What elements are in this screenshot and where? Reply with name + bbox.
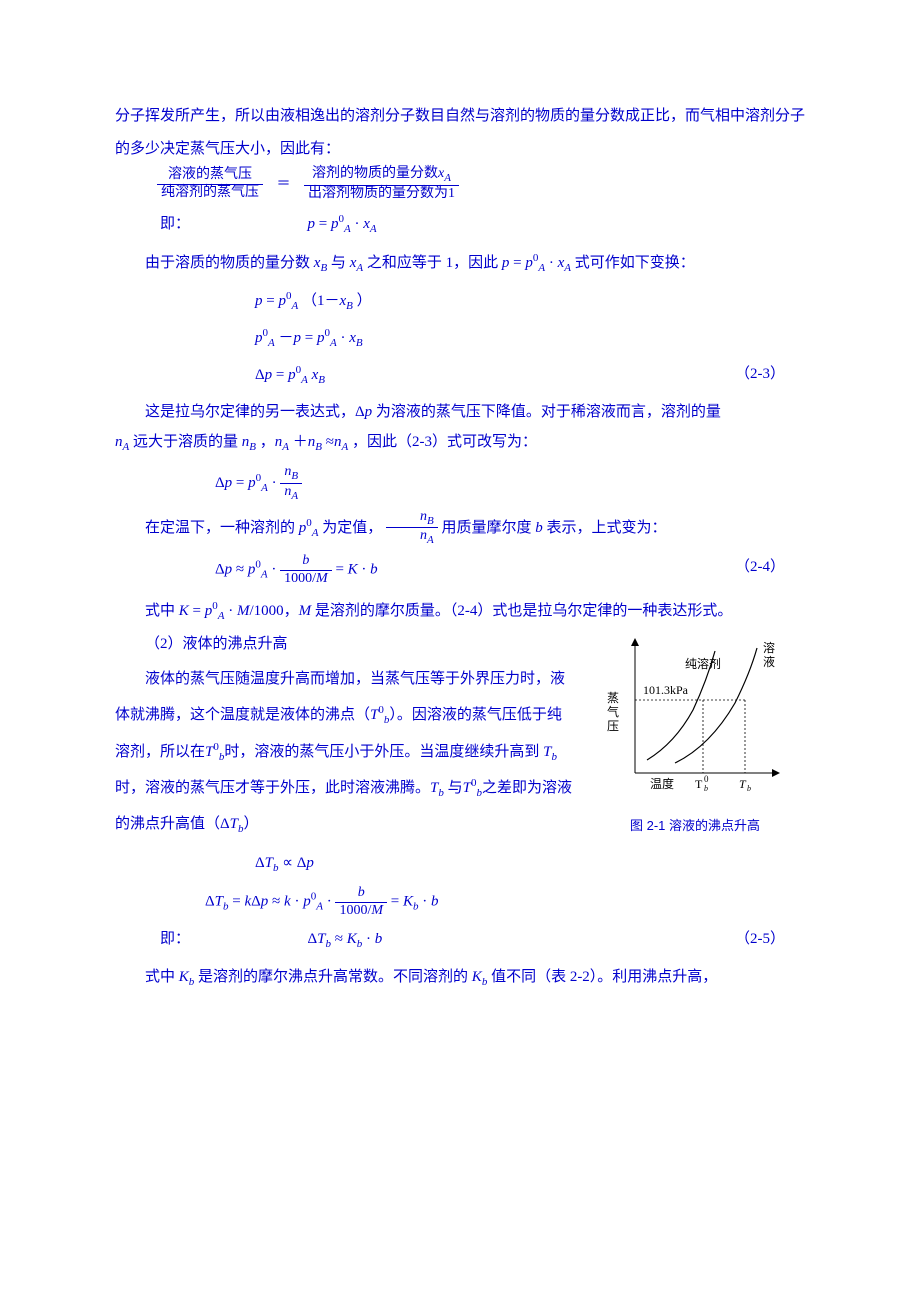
- frac-left-num: 溶液的蒸气压: [157, 167, 263, 185]
- tb0-sup: 0: [704, 774, 709, 784]
- frac-right-num: 溶剂的物质的量分数xA: [304, 166, 459, 186]
- curve2-label-a: 溶: [763, 640, 775, 655]
- curve1-label: 纯溶剂: [685, 656, 721, 671]
- eq-sign: ＝: [277, 177, 291, 192]
- curve2-label-b: 液: [763, 654, 775, 669]
- boiling-point-chart: 101.3kPa 纯溶剂 溶 液 蒸 气 压 温度 T 0 T b b: [595, 628, 795, 808]
- para-2: 由于溶质的物质的量分数 xB 与 xA 之和应等于 1，因此 p = p0A ·…: [115, 246, 805, 280]
- eq-3: Δp = p0A · nBnA: [115, 464, 805, 503]
- pressure-label: 101.3kPa: [643, 683, 689, 697]
- eq-1: 即： p = p0A · xA: [160, 209, 805, 240]
- eq-2-4-label: （2-4）: [735, 553, 785, 582]
- y-label-2: 气: [607, 704, 619, 719]
- eq-2-5: 即： ΔTb ≈ Kb · b （2-5）: [160, 925, 805, 955]
- eq-2-5-label: （2-5）: [735, 925, 785, 954]
- eq-4a: ΔTb ∝ Δp: [115, 849, 805, 879]
- para-3: 这是拉乌尔定律的另一表达式，Δp 为溶液的蒸气压下降值。对于稀溶液而言，溶剂的量: [115, 397, 805, 427]
- figure-2-1: 101.3kPa 纯溶剂 溶 液 蒸 气 压 温度 T 0 T b b 图 2-…: [585, 628, 805, 841]
- para-3b: nA 远大于溶质的量 nB ，nA ＋nB ≈nA ，因此（2-3）式可改写为：: [115, 427, 805, 458]
- para-5: 式中 K = p0A · M/1000，M 是溶剂的摩尔质量。（2-4）式也是拉…: [115, 594, 805, 628]
- figure-caption: 图 2-1 溶液的沸点升高: [585, 812, 805, 841]
- ratio-expression: 溶液的蒸气压 纯溶剂的蒸气压 ＝ 溶剂的物质的量分数xA 出溶剂物质的量分数为1: [157, 166, 805, 203]
- y-label-1: 蒸: [607, 691, 619, 705]
- frac-left: 溶液的蒸气压 纯溶剂的蒸气压: [157, 167, 263, 202]
- para-7: 式中 Kb 是溶剂的摩尔沸点升高常数。不同溶剂的 Kb 值不同（表 2-2）。利…: [115, 961, 805, 994]
- para-intro: 分子挥发所产生，所以由液相逸出的溶剂分子数目自然与溶剂的物质的量分数成正比，而气…: [115, 100, 805, 166]
- eq-2-4: Δp ≈ p0A · b1000/M = K · b （2-4）: [115, 553, 805, 588]
- eq-2-3: Δp = p0A xB （2-3）: [115, 360, 805, 391]
- ji-label-2: 即：: [160, 931, 190, 947]
- y-label-3: 压: [607, 719, 619, 733]
- tb-sub: b: [747, 784, 751, 793]
- eq-4b: ΔTb = kΔp ≈ k · p0A · b1000/M = Kb · b: [115, 885, 805, 920]
- frac-right: 溶剂的物质的量分数xA 出溶剂物质的量分数为1: [304, 166, 459, 203]
- frac-right-den: 出溶剂物质的量分数为1: [304, 186, 459, 203]
- eq-2-3-label: （2-3）: [735, 360, 785, 389]
- ji-label: 即：: [160, 216, 190, 232]
- eq-2a: p = p0A （1－xB ）: [115, 286, 805, 317]
- x-label: 温度: [650, 776, 674, 791]
- eq-2b: p0A －p = p0A · xB: [115, 323, 805, 354]
- para-4: 在定温下，一种溶剂的 p0A 为定值， nBnA 用质量摩尔度 b 表示，上式变…: [115, 509, 805, 548]
- frac-left-den: 纯溶剂的蒸气压: [157, 185, 263, 202]
- tb0-sub: b: [704, 784, 708, 793]
- tb0-label: T: [695, 777, 703, 791]
